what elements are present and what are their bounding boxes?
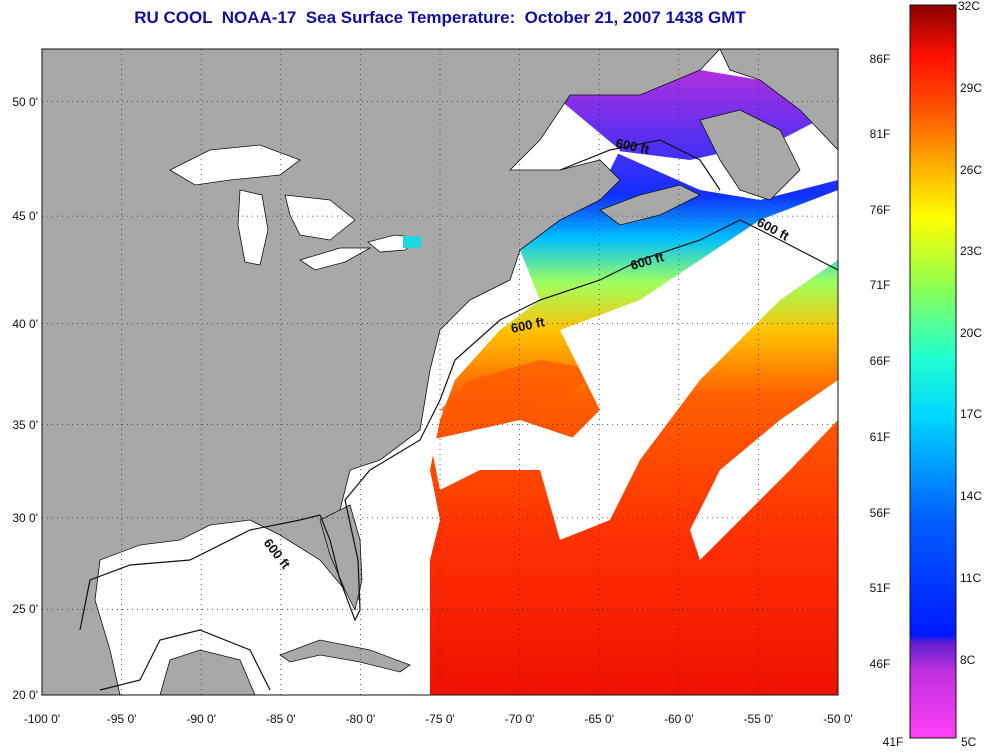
plot-frame <box>41 48 839 696</box>
lake-erie <box>299 247 372 271</box>
isobath-label: 600 ft <box>614 135 651 157</box>
cloud-streak <box>690 380 838 560</box>
colorbar-c-label: 32C <box>958 0 980 13</box>
lon-tick-label: -50 0' <box>823 712 853 726</box>
colorbar-c-label: 11C <box>960 571 981 585</box>
colorbar-c-label: 23C <box>960 244 982 258</box>
land-newfoundland <box>699 109 801 201</box>
colorbar-c-label: 26C <box>960 163 982 177</box>
colorbar-c-label: 29C <box>960 81 982 95</box>
colorbar-f-label: 61F <box>870 430 891 444</box>
isobath-label: 600 ft <box>510 314 547 336</box>
lake-ontario-sst <box>403 236 421 248</box>
colorbar-f-label: 46F <box>870 657 891 671</box>
isobath-600ft-gulf <box>79 514 321 631</box>
land-cuba <box>279 639 411 673</box>
lon-tick-label: -90 0' <box>186 712 216 726</box>
lat-tick-label: 30 0' <box>12 511 38 525</box>
colorbar-gradient <box>909 4 957 739</box>
lon-tick-label: -65 0' <box>584 712 614 726</box>
cloud-streak <box>430 420 580 490</box>
colorbar-f-label: 66F <box>870 354 891 368</box>
lake-huron <box>284 194 356 241</box>
land-labrador <box>719 49 838 151</box>
gulf-stream-band <box>440 360 600 420</box>
land-yucatan <box>159 649 256 695</box>
colorbar-c-label: 5C <box>961 735 977 749</box>
colorbar-c-label: 20C <box>960 326 982 340</box>
lon-tick-label: -80 0' <box>346 712 376 726</box>
cloud-streak <box>540 190 838 540</box>
lon-tick-label: -55 0' <box>744 712 774 726</box>
isobath-600ft-gulf-stlawrence <box>559 139 721 191</box>
lat-tick-label: 35 0' <box>12 418 38 432</box>
lat-tick-label: 50 0' <box>12 95 38 109</box>
lat-tick-label: 20 0' <box>12 688 38 702</box>
lon-tick-label: -100 0' <box>24 712 60 726</box>
lat-tick-label: 40 0' <box>12 317 38 331</box>
lat-axis: 20 0' 25 0' 30 0' 35 0' 40 0' 45 0' 50 0… <box>12 95 38 702</box>
map-title: RU COOL NOAA-17 Sea Surface Temperature:… <box>134 8 746 27</box>
colorbar-f-label: 86F <box>870 52 891 66</box>
colorbar-f-label: 51F <box>870 581 891 595</box>
land-north-america <box>42 49 721 695</box>
lon-tick-label: -60 0' <box>664 712 694 726</box>
lon-axis: -100 0' -95 0' -90 0' -85 0' -80 0' -75 … <box>24 712 853 726</box>
colorbar-c-label: 17C <box>960 407 982 421</box>
colorbar-f-label: 71F <box>870 278 891 292</box>
lon-tick-label: -95 0' <box>107 712 137 726</box>
lat-tick-label: 45 0' <box>12 209 38 223</box>
lon-tick-label: -70 0' <box>505 712 535 726</box>
lon-tick-label: -75 0' <box>425 712 455 726</box>
land-nova-scotia <box>599 184 701 226</box>
colorbar-f-label: 41F <box>883 735 904 749</box>
map-layers: 600 ft 600 ft 600 ft 600 ft 600 ft <box>42 49 838 695</box>
colorbar-c-label: 8C <box>960 653 976 667</box>
lon-tick-label: -85 0' <box>266 712 296 726</box>
isobath-600ft-gulf-south <box>99 629 271 691</box>
colorbar-f-label: 81F <box>870 127 891 141</box>
lat-tick-label: 25 0' <box>12 602 38 616</box>
gulf-of-mexico <box>42 510 360 695</box>
colorbar-c-label: 14C <box>960 489 982 503</box>
colorbar-f-label: 76F <box>870 203 891 217</box>
lake-michigan <box>237 189 269 266</box>
colorbar-f-label: 56F <box>870 506 891 520</box>
colorbar: 86F 81F 76F 71F 66F 61F 56F 51F 46F 41F … <box>870 0 983 749</box>
